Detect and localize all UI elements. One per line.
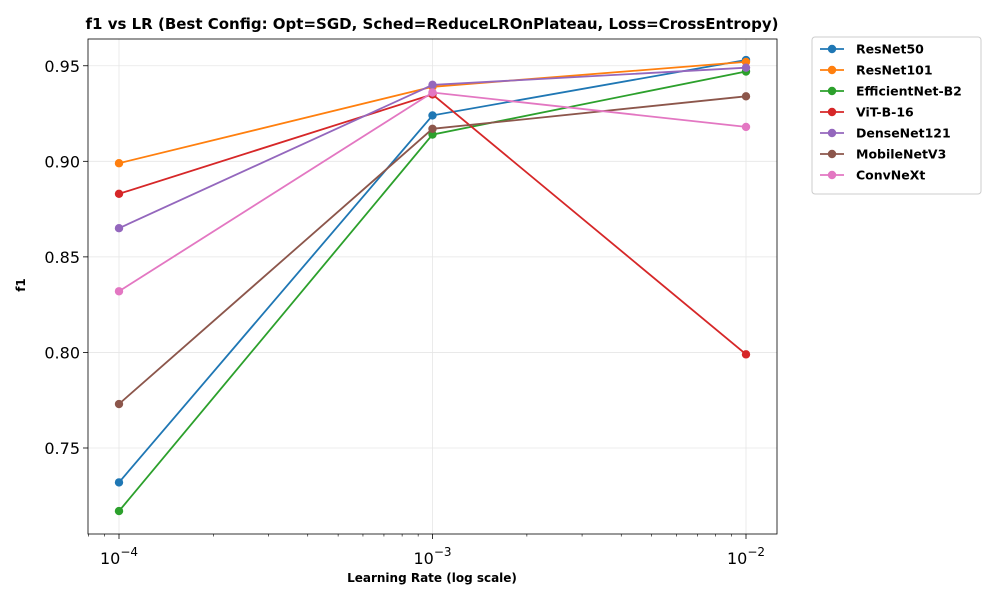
plot-area: 0.75 0.80 0.85 0.90 0.95 10−4 10−3 10−2 — [44, 38, 778, 568]
data-point — [428, 124, 437, 134]
legend-label: ViT-B-16 — [856, 105, 914, 120]
data-point — [741, 350, 751, 359]
data-point — [428, 111, 437, 120]
data-point — [428, 80, 437, 90]
y-axis-label: f1 — [14, 278, 28, 292]
x-tick-label: 10−4 — [100, 545, 138, 568]
data-point — [114, 478, 124, 487]
legend-marker — [827, 128, 837, 138]
legend-label: ConvNeXt — [856, 168, 925, 183]
legend-label: MobileNetV3 — [856, 147, 946, 162]
legend-marker — [827, 86, 837, 96]
data-point — [741, 122, 751, 132]
x-tick-label: 10−2 — [727, 545, 765, 568]
y-tick-label: 0.95 — [44, 57, 80, 76]
legend-label: ResNet50 — [856, 42, 924, 57]
y-tick-label: 0.80 — [44, 343, 80, 362]
x-axis-label: Learning Rate (log scale) — [347, 571, 517, 585]
y-tick-label: 0.75 — [44, 439, 80, 458]
data-point — [741, 92, 751, 101]
legend-box — [811, 36, 982, 195]
data-point — [428, 88, 437, 97]
data-point — [114, 224, 124, 233]
legend-label: ResNet101 — [856, 63, 933, 78]
legend-label: EfficientNet-B2 — [856, 84, 962, 99]
y-tick-label: 0.90 — [44, 152, 80, 171]
data-point — [114, 189, 124, 199]
legend-marker — [827, 170, 837, 180]
data-point — [114, 287, 124, 296]
legend: ResNet50 ResNet101 EfficientNet-B2 ViT-B-16… — [811, 36, 982, 195]
legend-marker — [827, 149, 837, 159]
x-tick-label: 10−3 — [413, 545, 451, 568]
data-point — [114, 506, 124, 516]
y-tick-label: 0.85 — [44, 248, 80, 267]
data-point — [114, 399, 124, 409]
legend-marker — [827, 107, 837, 117]
chart-title: f1 vs LR (Best Config: Opt=SGD, Sched=Re… — [86, 15, 779, 33]
legend-label: DenseNet121 — [856, 126, 951, 141]
data-point — [741, 63, 751, 72]
legend-marker — [827, 44, 837, 54]
legend-marker — [827, 65, 837, 75]
data-point — [114, 159, 124, 168]
